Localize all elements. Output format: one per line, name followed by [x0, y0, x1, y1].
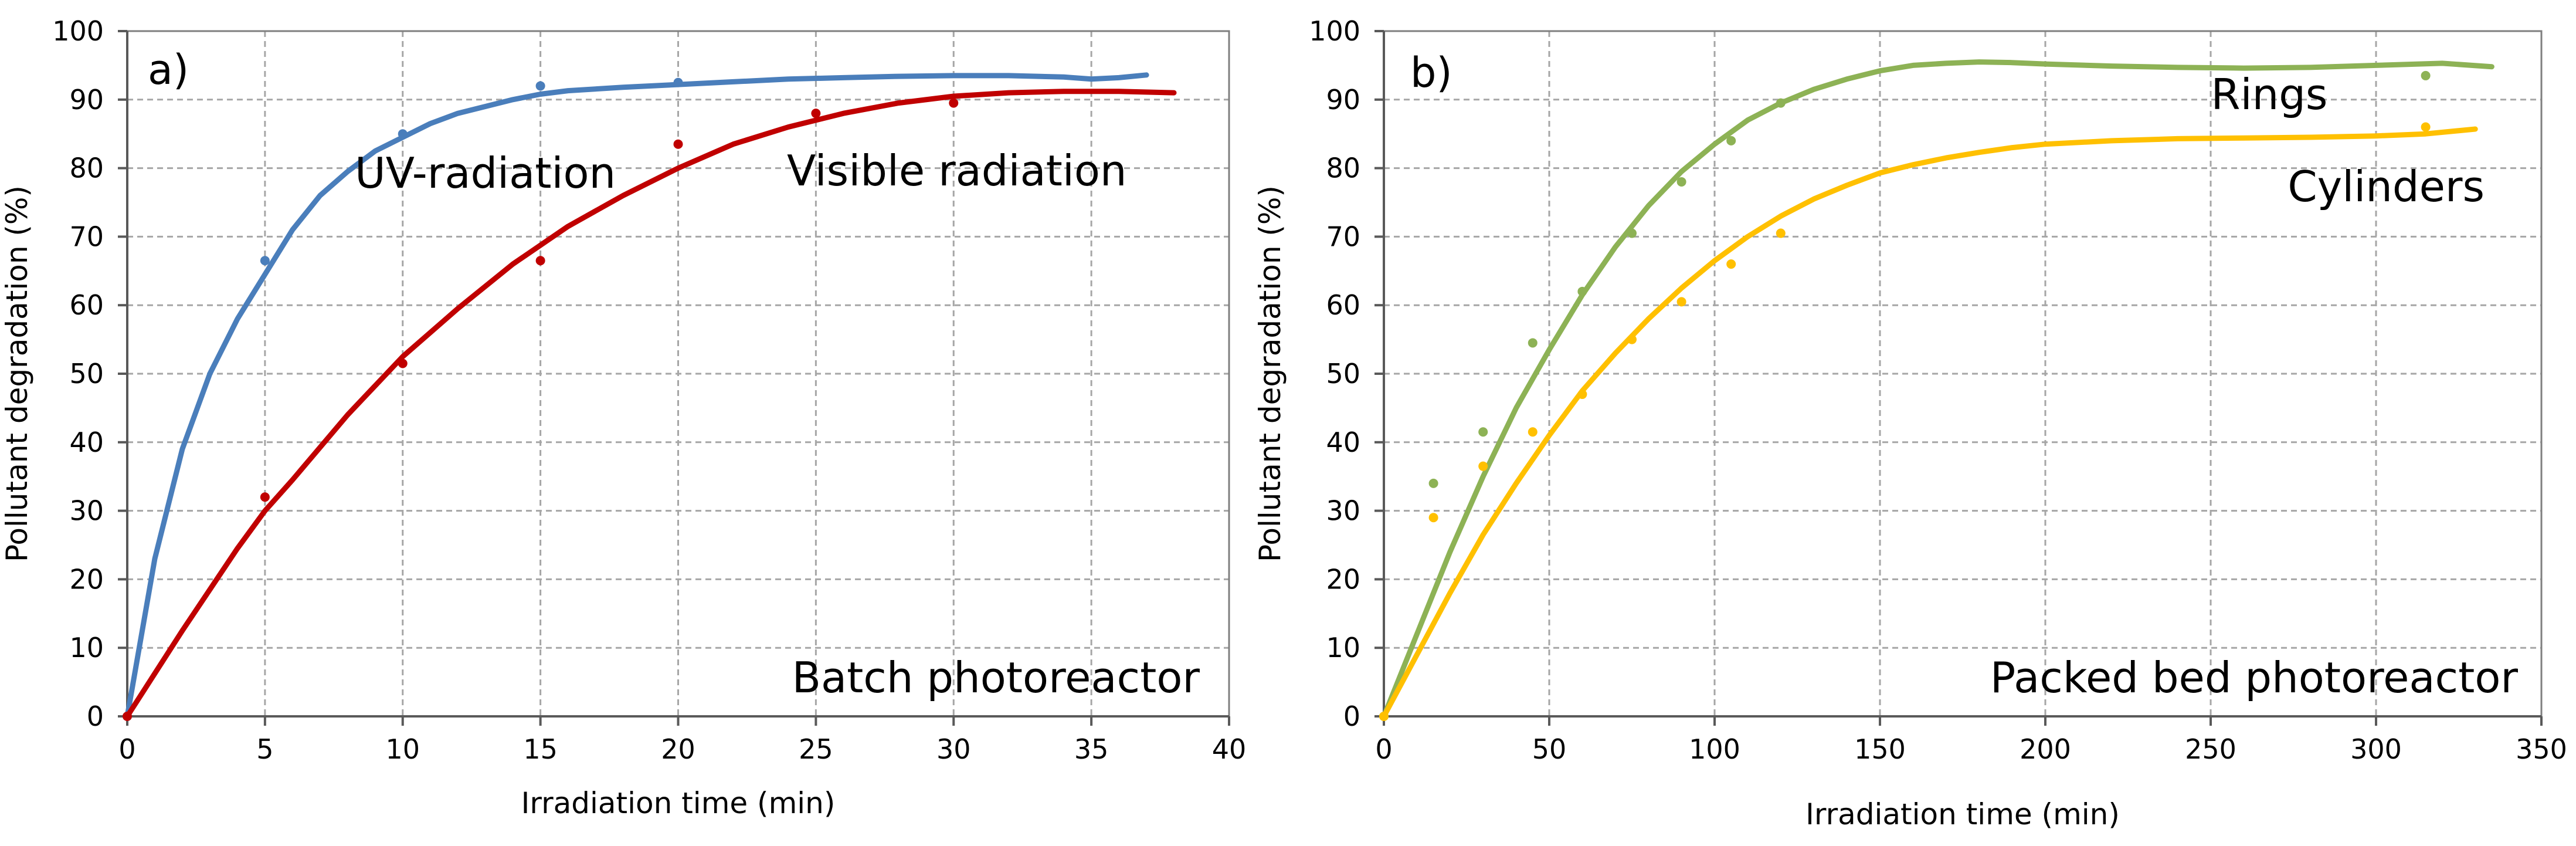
y-tick-label: 60: [1326, 289, 1360, 321]
y-axis-title: Pollutant degradation (%): [0, 185, 34, 562]
series-annotation-label: UV-radiation: [355, 148, 616, 198]
reactor-type-annotation: Packed bed photoreactor: [1990, 653, 2518, 702]
series-uv-radiation: [123, 72, 1149, 721]
y-tick-label: 50: [69, 358, 104, 390]
y-tick-label: 70: [69, 221, 104, 252]
data-point: [398, 129, 408, 139]
data-point: [1528, 338, 1538, 348]
x-tick-label: 150: [1854, 733, 1906, 765]
y-tick-label: 0: [1343, 701, 1360, 732]
x-tick-label: 250: [2185, 733, 2236, 765]
x-axis-title: Irradiation time (min): [1805, 797, 2120, 831]
x-tick-label: 100: [1689, 733, 1740, 765]
data-point: [1478, 427, 1488, 437]
x-tick-label: 35: [1074, 733, 1109, 765]
series-visible-radiation: [123, 89, 1177, 721]
x-axis-title: Irradiation time (min): [521, 786, 836, 820]
y-tick-label: 10: [1326, 632, 1360, 664]
data-point: [949, 98, 959, 108]
data-point: [1428, 513, 1438, 523]
panel-label: b): [1410, 49, 1452, 97]
series-annotation-label: Rings: [2211, 70, 2328, 119]
data-point: [123, 712, 132, 721]
data-point: [2421, 70, 2431, 80]
data-point: [1726, 136, 1736, 145]
reactor-type-annotation: Batch photoreactor: [792, 653, 1200, 702]
data-point: [1577, 286, 1587, 296]
series-annotation-label: Visible radiation: [787, 146, 1127, 195]
data-point: [2421, 122, 2431, 132]
data-point: [1478, 461, 1488, 471]
y-tick-label: 20: [69, 563, 104, 595]
data-point: [1776, 98, 1786, 108]
chart-panel-2: 0 50 100 150 200 250 300 350 0 10 20 30 40 50 60 70 80 90…: [1253, 15, 2567, 831]
data-point: [673, 139, 683, 149]
series-annotation-label: Cylinders: [2287, 162, 2485, 211]
series-curve: [1381, 59, 2494, 719]
data-point: [535, 256, 545, 266]
data-point: [260, 256, 270, 266]
series-cylinders: [1379, 122, 2478, 721]
y-tick-label: 20: [1326, 563, 1360, 595]
y-tick-label: 60: [69, 289, 104, 321]
data-point: [1428, 478, 1438, 488]
y-tick-label: 30: [69, 495, 104, 527]
data-point: [1676, 297, 1686, 307]
data-point: [673, 77, 683, 87]
series-curve: [1381, 126, 2478, 719]
x-tick-label: 10: [385, 733, 420, 765]
data-point: [1627, 334, 1637, 344]
x-tick-label: 15: [523, 733, 558, 765]
y-tick-label: 100: [52, 15, 104, 47]
y-tick-label: 10: [69, 632, 104, 664]
data-point: [398, 358, 408, 368]
x-tick-label: 30: [936, 733, 971, 765]
data-point: [811, 109, 821, 119]
data-point: [1379, 712, 1389, 721]
y-tick-label: 90: [69, 84, 104, 116]
y-tick-label: 0: [87, 701, 104, 732]
y-tick-label: 80: [1326, 153, 1360, 184]
y-tick-label: 30: [1326, 495, 1360, 527]
y-tick-label: 90: [1326, 84, 1360, 116]
data-point: [535, 81, 545, 91]
y-tick-label: 80: [69, 153, 104, 184]
data-point: [1577, 390, 1587, 400]
x-tick-label: 20: [661, 733, 695, 765]
x-tick-label: 40: [1212, 733, 1247, 765]
y-tick-label: 40: [69, 427, 104, 458]
y-tick-label: 50: [1326, 358, 1360, 390]
data-point: [260, 492, 270, 502]
data-point: [1676, 177, 1686, 187]
data-point: [1528, 427, 1538, 437]
data-point: [1627, 228, 1637, 238]
x-tick-label: 350: [2516, 733, 2567, 765]
x-tick-label: 0: [118, 733, 135, 765]
series-curve: [124, 89, 1177, 719]
x-tick-label: 300: [2350, 733, 2402, 765]
x-tick-label: 50: [1532, 733, 1567, 765]
y-tick-label: 40: [1326, 427, 1360, 458]
y-axis-title: Pollutant degradation (%): [1253, 185, 1287, 562]
series-curve: [124, 72, 1149, 719]
x-tick-label: 5: [256, 733, 273, 765]
data-point: [1726, 259, 1736, 269]
panel-label: a): [148, 46, 189, 94]
y-tick-label: 100: [1309, 15, 1360, 47]
x-tick-label: 25: [799, 733, 833, 765]
data-point: [1776, 228, 1786, 238]
x-tick-label: 200: [2020, 733, 2071, 765]
y-tick-label: 70: [1326, 221, 1360, 252]
chart-panel-1: 0 5 10 15 20 25 30 35 40 0 10 20 30 40 50 60 70 80 90 100 Ir…: [0, 15, 1246, 820]
x-tick-label: 0: [1375, 733, 1392, 765]
